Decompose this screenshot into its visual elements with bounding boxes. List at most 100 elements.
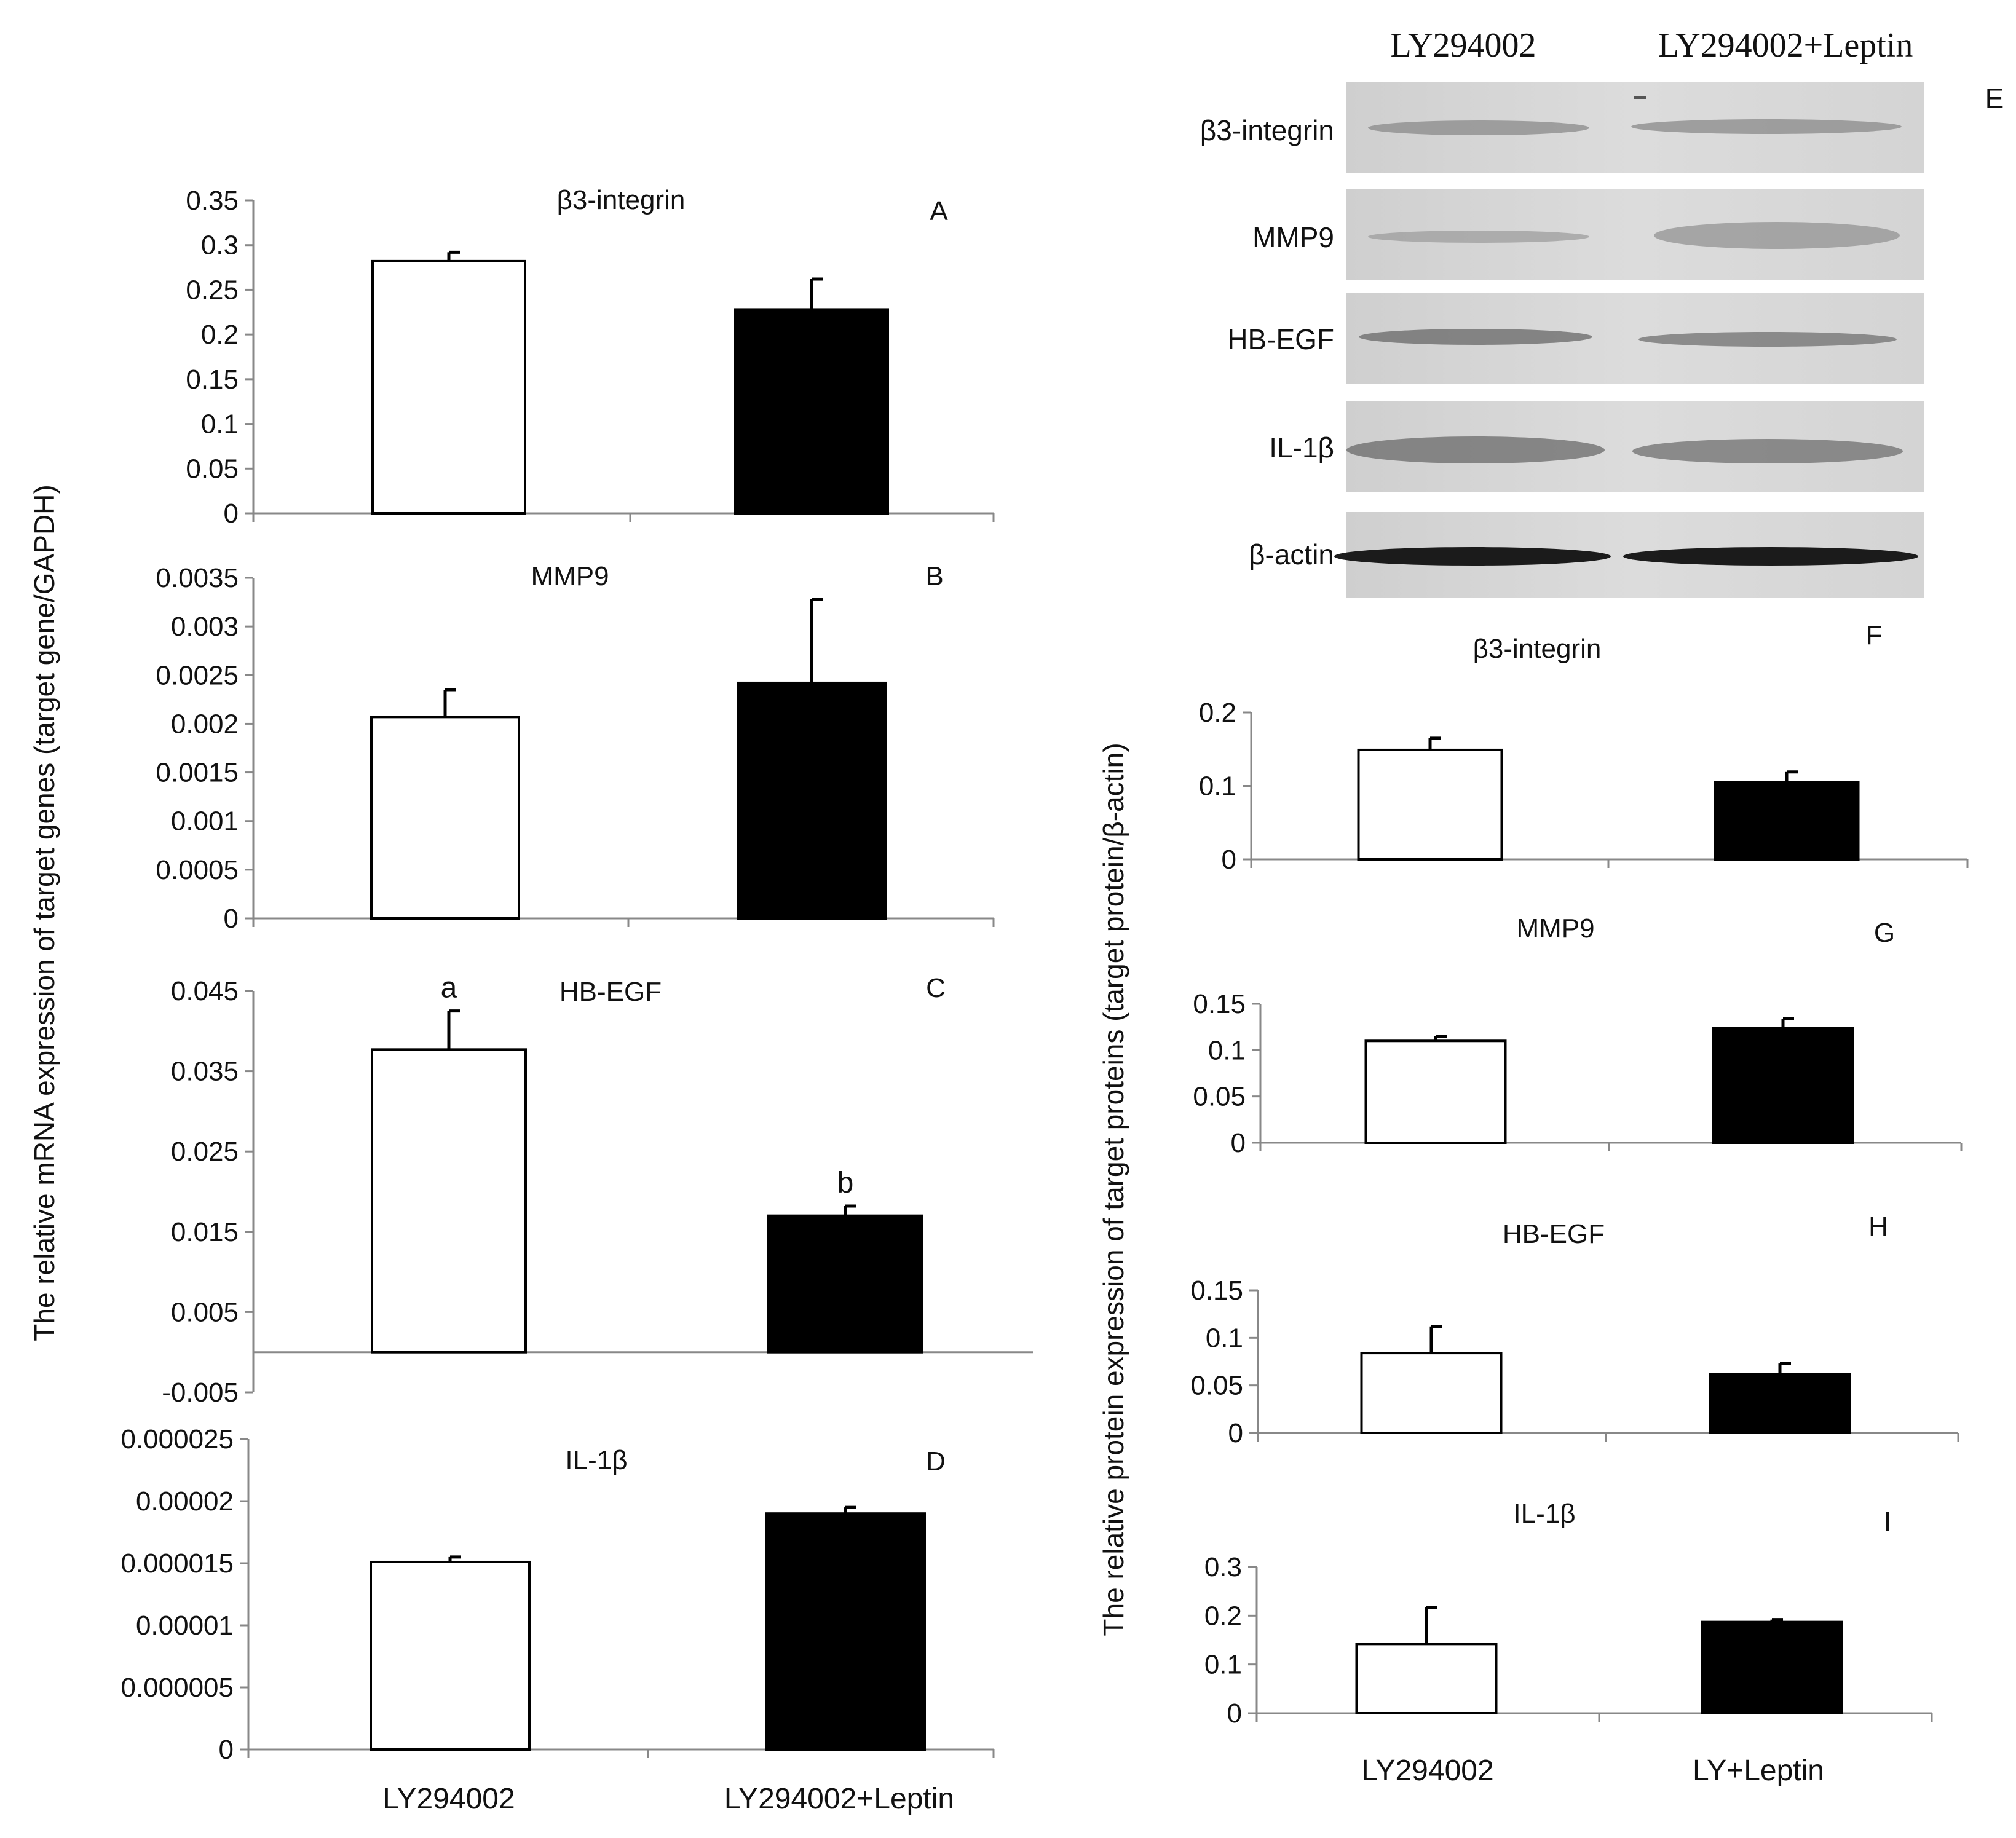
blot-row-label-hb-egf: HB-EGF	[1227, 323, 1334, 355]
y-tick-label: 0	[1228, 1418, 1243, 1448]
y-tick-label: 0	[1227, 1698, 1242, 1729]
chart-panel-i: 0 0.1 0.2 0.3 IL-1β I	[1204, 1499, 1933, 1729]
significance-letter: b	[837, 1167, 854, 1199]
blot-band	[1359, 329, 1592, 345]
mrna-group-label-ly294002-leptin: LY294002+Leptin	[724, 1783, 954, 1815]
y-tick-label: 0.00001	[136, 1611, 234, 1641]
panel-letter: F	[1866, 620, 1883, 650]
bar-ly-leptin	[765, 1512, 926, 1751]
blot-band	[1346, 436, 1605, 463]
y-tick-label: 0.000025	[121, 1424, 234, 1454]
y-tick-label: 0.035	[171, 1057, 239, 1087]
panel-letter: H	[1868, 1212, 1888, 1242]
blot-row-label-mmp9: MMP9	[1252, 221, 1334, 253]
blot-row-label-b3-integrin: β3-integrin	[1200, 114, 1334, 146]
blot-lane-label-ly294002-leptin: LY294002+Leptin	[1658, 26, 1913, 65]
y-tick-label: 0.05	[1193, 1082, 1246, 1112]
blot-row-label-il-1b: IL-1β	[1269, 432, 1334, 463]
y-tick-label: 0.000005	[121, 1673, 234, 1703]
mrna-group-label-ly294002: LY294002	[382, 1783, 515, 1815]
panel-letter: C	[926, 973, 946, 1003]
blot-band	[1368, 231, 1589, 243]
y-tick-label: 0.0025	[156, 660, 239, 690]
y-tick-label: -0.005	[162, 1378, 239, 1408]
panel-letter: I	[1884, 1507, 1891, 1537]
blot-band	[1623, 547, 1918, 566]
y-tick-label: 0.2	[1204, 1601, 1242, 1631]
y-tick-label: 0.0005	[156, 855, 239, 885]
chart-panel-h: 0 0.05 0.1 0.15 HB-EGF H	[1190, 1212, 1959, 1448]
bar-ly-leptin	[1709, 1373, 1851, 1435]
mrna-y-axis-label: The relative mRNA expression of target g…	[28, 484, 60, 1341]
y-tick-label: 0.35	[186, 186, 239, 216]
blot-band	[1631, 119, 1902, 134]
blot-artifact	[1634, 96, 1646, 99]
blot-band	[1334, 547, 1611, 566]
blot-band	[1654, 222, 1900, 249]
y-tick-label: 0.1	[1206, 1323, 1243, 1353]
panel-letter: G	[1874, 918, 1895, 948]
y-tick-label: 0.2	[1199, 698, 1236, 728]
chart-title: HB-EGF	[1503, 1219, 1605, 1249]
y-tick-label: 0.25	[186, 275, 239, 305]
protein-group-label-ly294002: LY294002	[1361, 1754, 1493, 1787]
y-tick-label: 0.000015	[121, 1548, 234, 1579]
chart-title: MMP9	[1516, 913, 1594, 944]
y-tick-label: 0.3	[201, 231, 239, 261]
significance-letter: a	[441, 972, 457, 1004]
chart-panel-c: -0.005 0.005 0.015 0.025 0.035 0.045 a b HB-EGF C	[162, 972, 1033, 1408]
bar-ly-leptin	[1714, 781, 1860, 861]
y-tick-label: 0	[224, 499, 239, 529]
chart-title: IL-1β	[1513, 1499, 1575, 1529]
bar-ly-leptin	[1701, 1620, 1843, 1715]
y-tick-label: 0	[224, 904, 239, 934]
bar-ly294002	[1364, 1039, 1507, 1145]
bar-ly-leptin	[1712, 1027, 1854, 1144]
blot-band	[1368, 120, 1589, 135]
panel-letter: A	[930, 196, 948, 226]
chart-panel-d: 0 0.000005 0.00001 0.000015 0.00002 0.000025 I…	[121, 1424, 995, 1765]
y-tick-label: 0.3	[1204, 1552, 1242, 1582]
bar-ly-leptin	[734, 308, 889, 515]
y-tick-label: 0.1	[1199, 771, 1236, 802]
bar-ly294002	[371, 1048, 527, 1354]
chart-panel-g: 0 0.05 0.1 0.15 MMP9 G	[1193, 913, 1963, 1158]
y-tick-label: 0	[1231, 1128, 1246, 1158]
blot-row-label-b-actin: β-actin	[1249, 538, 1334, 570]
y-tick-label: 0.003	[171, 612, 239, 642]
bar-ly294002	[370, 716, 520, 920]
bar-ly294002	[1357, 748, 1503, 861]
y-tick-label: 0.025	[171, 1137, 239, 1167]
y-tick-label: 0.015	[171, 1217, 239, 1247]
panel-letter: D	[926, 1446, 946, 1477]
y-tick-label: 0.05	[186, 454, 239, 484]
chart-panel-b: 0 0.0005 0.001 0.0015 0.002 0.0025 0.003 0.0035…	[156, 561, 995, 934]
y-tick-label: 0.1	[1204, 1650, 1242, 1680]
y-tick-label: 0.2	[201, 320, 239, 350]
chart-panel-a: 0 0.05 0.1 0.15 0.2 0.25 0.3 0.35 β3-integrin A	[186, 185, 995, 529]
y-tick-label: 0.15	[1190, 1276, 1243, 1306]
y-tick-label: 0.05	[1190, 1371, 1243, 1401]
y-tick-label: 0	[1222, 845, 1236, 875]
blot-band	[1638, 332, 1897, 347]
chart-title: MMP9	[531, 561, 609, 591]
y-tick-label: 0.15	[1193, 989, 1246, 1019]
bar-ly294002	[1355, 1643, 1498, 1715]
bar-ly294002	[371, 259, 526, 515]
bar-charts: 00.050.10.150.20.250.30.35 β3-integrin A00…	[121, 185, 1969, 1765]
protein-y-axis-label: The relative protein expression of targe…	[1097, 743, 1129, 1636]
western-blot: LY294002 LY294002+Leptin E β3-integrin M…	[1200, 26, 2004, 598]
blot-band	[1632, 439, 1903, 463]
y-tick-label: 0.005	[171, 1297, 239, 1327]
blot-panel-letter: E	[1985, 82, 2004, 114]
chart-title: HB-EGF	[559, 977, 662, 1007]
y-tick-label: 0.15	[186, 365, 239, 395]
chart-title: β3-integrin	[557, 185, 686, 215]
blot-lane-label-ly294002: LY294002	[1390, 26, 1536, 65]
protein-group-label-ly-leptin: LY+Leptin	[1693, 1754, 1824, 1787]
panel-letter: B	[925, 561, 943, 591]
chart-title: IL-1β	[565, 1445, 627, 1475]
y-tick-label: 0.045	[171, 976, 239, 1006]
bar-ly294002	[370, 1560, 531, 1751]
